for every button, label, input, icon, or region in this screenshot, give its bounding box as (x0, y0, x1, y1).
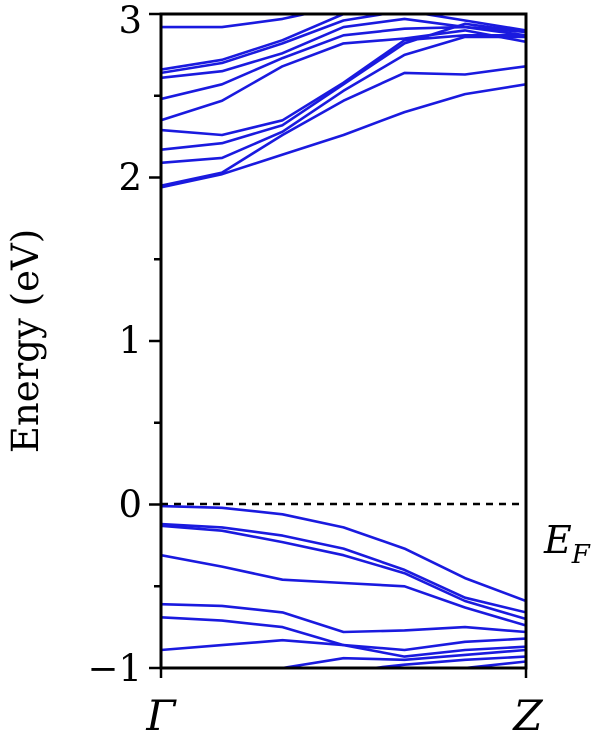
band-line-8 (161, 22, 526, 151)
y-tick-label-minus1: −1 (87, 647, 142, 690)
fermi-label-subscript: F (571, 540, 591, 570)
y-tick-label-3: 3 (118, 0, 142, 42)
band-line-16 (161, 602, 526, 634)
y-axis-ticks (149, 12, 161, 670)
fermi-label-main: E (543, 518, 572, 562)
y-tick-label-0: 0 (118, 483, 142, 526)
x-tick-label-gamma: Γ (145, 691, 177, 740)
band-line-21 (415, 660, 526, 668)
band-line-1 (161, 14, 312, 29)
y-tick-label-1: 1 (118, 319, 142, 362)
plot-frame (159, 12, 528, 670)
fermi-level-label: EF (543, 518, 591, 570)
band-line-10 (161, 65, 526, 187)
band-line-6 (161, 29, 526, 122)
band-line-7 (161, 33, 526, 137)
band-line-11 (161, 83, 526, 189)
band-lines (161, 14, 526, 668)
band-line-12 (161, 504, 526, 603)
band-line-18 (161, 638, 526, 658)
band-line-14 (161, 524, 526, 621)
band-line-3 (161, 14, 526, 75)
band-line-19 (272, 648, 526, 668)
x-tick-label-z: Z (511, 691, 543, 740)
y-axis-label: Energy (eV) (4, 229, 47, 453)
y-tick-label-2: 2 (118, 156, 142, 199)
band-line-5 (161, 25, 526, 101)
band-line-9 (161, 35, 526, 165)
band-line-20 (361, 655, 526, 668)
band-line-2 (161, 14, 526, 71)
band-line-13 (161, 522, 526, 614)
band-line-15 (161, 553, 526, 627)
